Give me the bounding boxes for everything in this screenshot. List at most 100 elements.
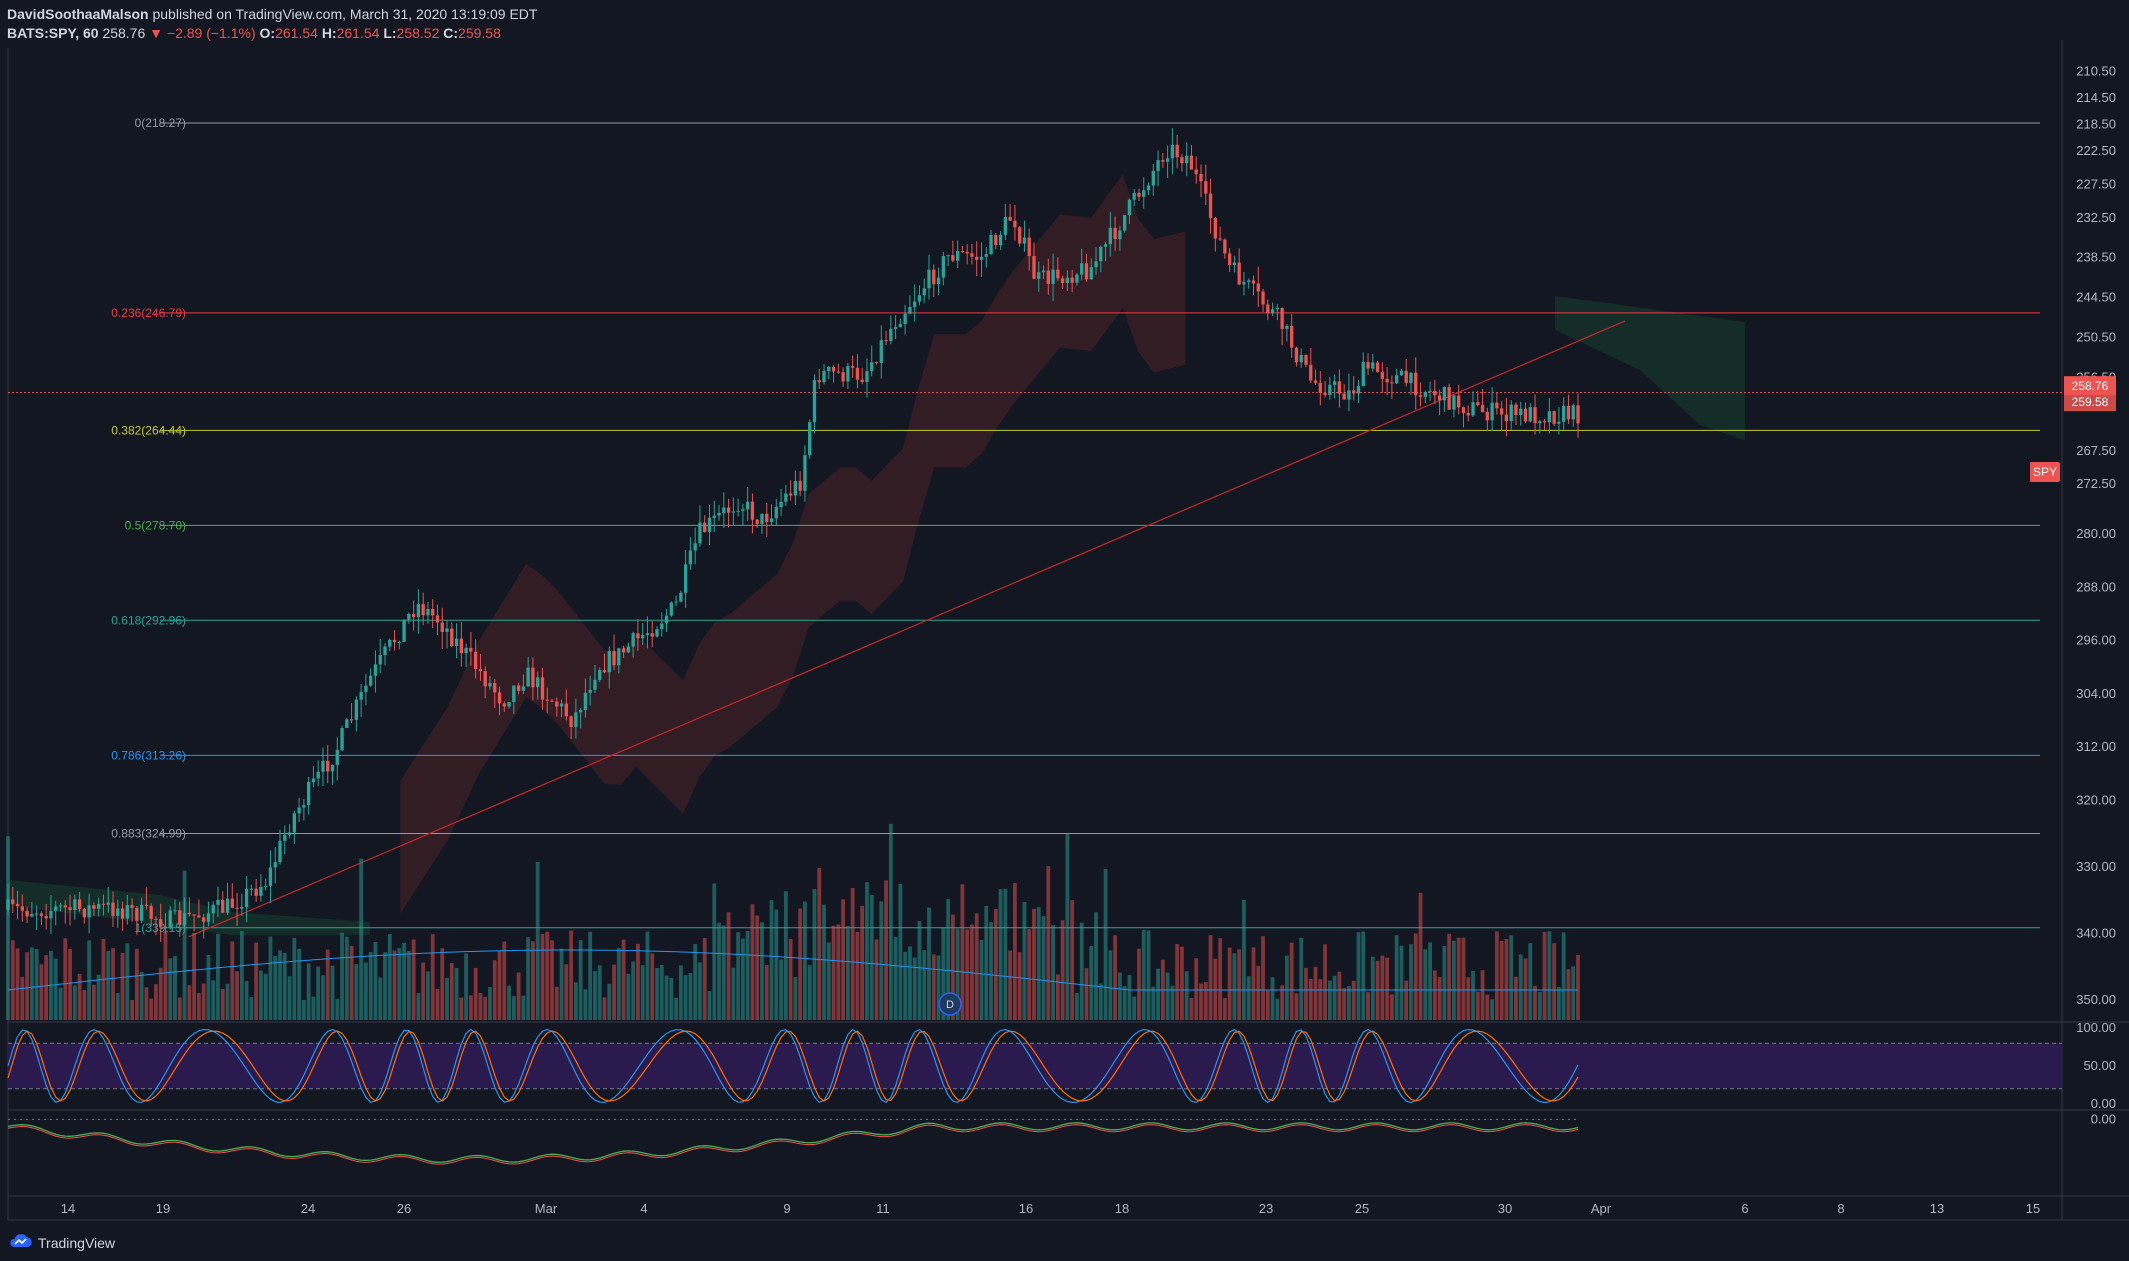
candle-body xyxy=(889,328,893,341)
volume-bar xyxy=(1265,990,1270,1020)
volume-bar xyxy=(1098,983,1103,1020)
candle-body xyxy=(335,749,339,765)
candle-body xyxy=(540,677,545,700)
candle-body xyxy=(583,692,588,711)
volume-bar xyxy=(478,992,483,1020)
y-tick-16: 312.00 xyxy=(2076,739,2116,754)
volume-bar xyxy=(731,967,736,1020)
volume-bar xyxy=(421,962,426,1020)
volume-bar xyxy=(87,940,92,1020)
volume-bar xyxy=(1327,980,1332,1020)
candle-body xyxy=(1280,307,1284,329)
candle-body xyxy=(20,906,24,911)
volume-bar xyxy=(1537,991,1542,1020)
volume-bar xyxy=(349,945,354,1020)
volume-bar xyxy=(1275,998,1280,1020)
volume-bar xyxy=(1447,933,1452,1020)
fib-label-3: 0.5(278.70) xyxy=(125,518,186,532)
candle-body xyxy=(1523,408,1528,422)
volume-bar xyxy=(497,951,502,1020)
x-tick-15: 8 xyxy=(1837,1201,1844,1216)
candle-body xyxy=(1514,404,1518,415)
volume-bar xyxy=(650,953,655,1020)
candle-body xyxy=(1175,144,1179,158)
candle-body xyxy=(1275,307,1280,310)
volume-bar xyxy=(917,921,922,1020)
candle-body xyxy=(698,522,702,544)
candle-body xyxy=(426,608,430,616)
volume-bar xyxy=(831,925,836,1020)
x-tick-0: 14 xyxy=(61,1201,75,1216)
candle-body xyxy=(1075,274,1079,283)
volume-bar xyxy=(1404,980,1409,1020)
candle-body xyxy=(588,689,592,693)
volume-ma-line xyxy=(7,949,1578,991)
volume-bar xyxy=(387,933,392,1020)
volume-bar xyxy=(564,964,569,1020)
candle-body xyxy=(135,907,139,921)
candle-body xyxy=(402,619,406,642)
candle-body xyxy=(831,366,836,372)
volume-bar xyxy=(616,948,621,1020)
volume-bar xyxy=(1547,931,1552,1020)
volume-bar xyxy=(745,930,750,1020)
candle-body xyxy=(593,679,597,690)
tradingview-logo[interactable]: TradingView xyxy=(8,1233,115,1252)
candle-body xyxy=(932,269,936,285)
volume-bar xyxy=(330,965,335,1020)
candle-body xyxy=(159,919,163,927)
candle-body xyxy=(187,912,192,915)
volume-bar xyxy=(1036,907,1041,1020)
volume-bar xyxy=(58,987,63,1020)
candle-body xyxy=(259,886,263,896)
candle-body xyxy=(383,646,387,655)
y-tick-7: 244.50 xyxy=(2076,290,2116,305)
candle-body xyxy=(760,513,764,524)
volume-bar xyxy=(29,947,34,1020)
volume-bar xyxy=(235,971,239,1020)
volume-bar xyxy=(1342,988,1347,1020)
candle-body xyxy=(674,601,678,603)
candle-body xyxy=(569,716,573,727)
open-value: 261.54 xyxy=(275,25,318,41)
volume-bar xyxy=(1213,958,1218,1020)
volume-bar xyxy=(989,922,993,1020)
volume-bar xyxy=(993,908,998,1020)
volume-bar xyxy=(1189,997,1194,1020)
volume-bar xyxy=(946,899,950,1020)
volume-bar xyxy=(702,937,707,1020)
volume-bar xyxy=(1432,970,1437,1020)
candle-body xyxy=(1056,269,1060,279)
volume-bar xyxy=(803,901,807,1020)
volume-bar xyxy=(1576,954,1580,1020)
candle-body xyxy=(994,234,998,246)
x-tick-3: 26 xyxy=(397,1201,411,1216)
symbol-label[interactable]: BATS:SPY, 60 xyxy=(7,25,99,41)
candle-body xyxy=(1394,375,1399,384)
y-tick-13: 288.00 xyxy=(2076,579,2116,594)
candle-body xyxy=(1227,253,1232,266)
volume-bar xyxy=(783,891,788,1020)
candle-body xyxy=(1342,393,1346,400)
volume-bar xyxy=(1246,976,1251,1020)
candle-body xyxy=(1471,402,1475,416)
candle-body xyxy=(369,675,373,686)
candle-body xyxy=(488,683,492,687)
candle-body xyxy=(1318,382,1322,393)
volume-bar xyxy=(521,995,526,1020)
chart-header-publish: DavidSoothaaMalson published on TradingV… xyxy=(7,6,537,22)
volume-bar xyxy=(1337,971,1342,1020)
volume-bar xyxy=(721,925,726,1020)
volume-bar xyxy=(998,889,1003,1020)
candle-body xyxy=(1437,395,1442,401)
volume-bar xyxy=(1418,892,1423,1020)
candle-body xyxy=(178,910,182,925)
volume-bar xyxy=(850,888,855,1020)
candle-body xyxy=(106,902,110,905)
volume-bar xyxy=(674,997,678,1020)
volume-bar xyxy=(1222,998,1227,1020)
author-name[interactable]: DavidSoothaaMalson xyxy=(7,6,149,22)
candle-body xyxy=(741,509,745,511)
candle-body xyxy=(1337,381,1342,394)
